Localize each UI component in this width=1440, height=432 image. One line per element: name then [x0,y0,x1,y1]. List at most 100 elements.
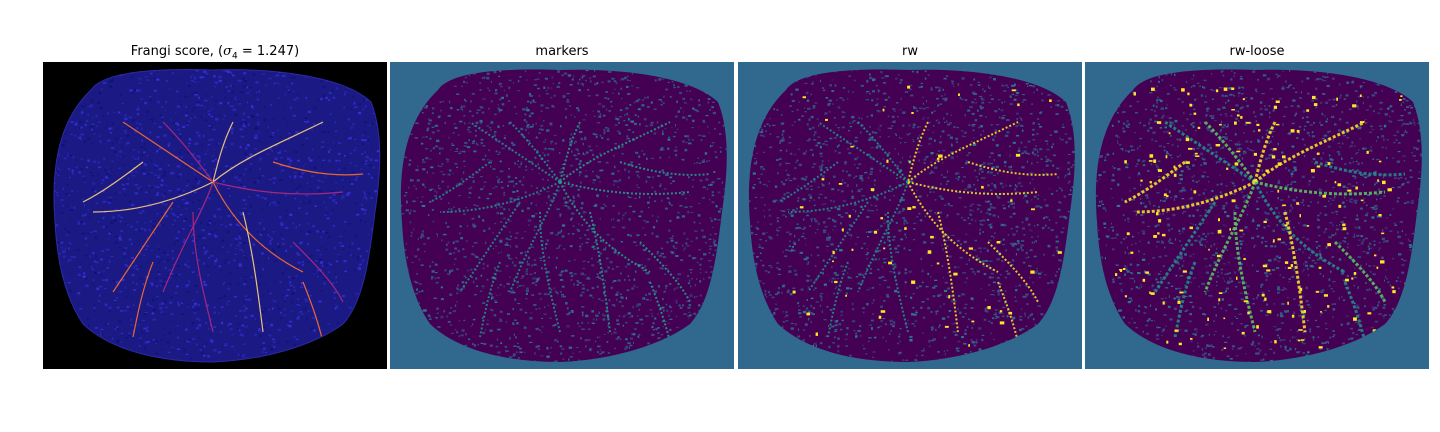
highlight-fragment [1316,152,1320,155]
highlight-fragment [1126,232,1130,236]
highlight-fragment [1243,258,1246,260]
highlight-fragment [1372,329,1377,333]
vessel-segment [1233,211,1257,333]
highlight-fragment [1182,270,1187,273]
highlight-fragment [1342,227,1347,231]
highlight-fragment [987,306,991,310]
highlight-fragment [907,85,911,89]
highlight-fragment [1334,181,1337,184]
highlight-fragment [1315,290,1319,293]
highlight-fragment [1377,179,1379,182]
highlight-fragment [1239,229,1244,232]
highlight-fragment [1271,155,1276,159]
highlight-fragment [930,235,934,239]
highlight-fragment [1273,148,1277,151]
highlight-fragment [1031,208,1035,211]
highlight-fragment [1256,123,1260,126]
vessel-segment [212,121,324,183]
highlight-fragment [1391,286,1395,289]
highlight-fragment [1306,109,1310,112]
highlight-fragment [851,248,854,251]
highlight-fragment [936,262,940,265]
vessel-segment [1283,211,1307,333]
vessel-segment [559,121,581,183]
panel-title-frangi: Frangi score, (σ4 = 1.247) [43,43,387,62]
highlight-fragment [880,217,883,220]
highlight-fragment [1275,123,1280,126]
tissue-region [1095,69,1422,363]
vessel-segment [639,241,691,303]
highlight-fragment [1323,294,1328,297]
highlight-fragment [1312,95,1316,100]
tissue-region [748,69,1075,363]
vessel-segment [292,241,344,303]
highlight-fragment [1165,155,1168,159]
highlight-fragment [1231,199,1236,203]
vessel-segment [509,181,561,293]
highlight-fragment [1284,224,1288,227]
highlight-fragment [1149,154,1154,158]
vessel-segment [907,121,929,183]
highlight-fragment [1236,276,1238,280]
highlight-fragment [1158,169,1162,172]
highlight-fragment [1247,311,1250,315]
highlight-fragment [1195,155,1200,157]
highlight-fragment [1189,104,1193,107]
highlight-fragment [911,112,914,114]
highlight-fragment [1057,251,1062,254]
highlight-fragment [838,183,843,185]
vessel-segment [987,241,1039,303]
highlight-fragment [1189,226,1193,230]
vessel-segment [1343,281,1367,343]
highlight-fragment [1149,291,1151,294]
highlight-fragment [1223,87,1228,91]
highlight-fragment [1287,266,1292,269]
vessel-segment [907,181,1039,195]
highlight-fragment [1336,97,1338,101]
highlight-fragment [806,312,811,316]
vessel-segment [539,211,561,333]
highlight-fragment [1241,331,1245,335]
highlight-fragment [1016,153,1021,157]
highlight-fragment [1381,232,1385,235]
highlight-fragment [1150,292,1155,295]
highlight-fragment [1327,305,1330,308]
vessel-segment [459,201,521,293]
highlight-fragment [1382,180,1386,185]
highlight-fragment [938,154,943,158]
highlight-fragment [1188,147,1193,150]
highlight-fragment [1194,152,1198,155]
highlight-fragment [1274,340,1277,344]
vessel-segment [1314,160,1406,177]
vessel-segment [272,161,364,176]
highlight-fragment [1242,98,1245,101]
highlight-fragment [1287,301,1289,305]
vessel-segment [192,211,214,333]
sigma-subscript: 4 [232,51,238,62]
highlight-fragment [968,344,970,347]
highlight-fragment [1360,121,1364,124]
highlight-fragment [1234,121,1237,125]
vessel-segment [857,121,909,183]
highlight-fragment [1253,179,1257,182]
highlight-fragment [1130,251,1134,254]
highlight-fragment [1115,273,1118,276]
highlight-fragment [1387,188,1392,192]
highlight-fragment [1296,130,1300,133]
panel-title-rw-loose: rw-loose [1229,44,1285,59]
highlight-fragment [1010,199,1013,202]
highlight-fragment [1162,301,1165,305]
vessel-segment [122,121,214,183]
highlight-fragment [1351,277,1354,280]
highlight-fragment [1158,219,1162,223]
panel-title-markers: markers [535,44,589,59]
rw-svg [738,62,1082,369]
vessel-segment [559,181,691,195]
highlight-fragment [1173,165,1176,168]
vessel-segment [439,181,561,213]
highlight-fragment [1181,88,1185,92]
highlight-fragment [802,96,806,99]
highlight-fragment [1353,317,1357,321]
highlight-fragment [845,294,847,297]
